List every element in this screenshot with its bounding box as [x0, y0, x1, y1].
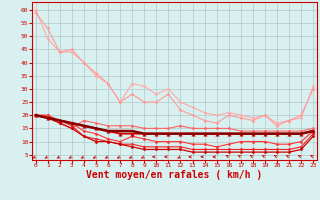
- X-axis label: Vent moyen/en rafales ( km/h ): Vent moyen/en rafales ( km/h ): [86, 170, 262, 180]
